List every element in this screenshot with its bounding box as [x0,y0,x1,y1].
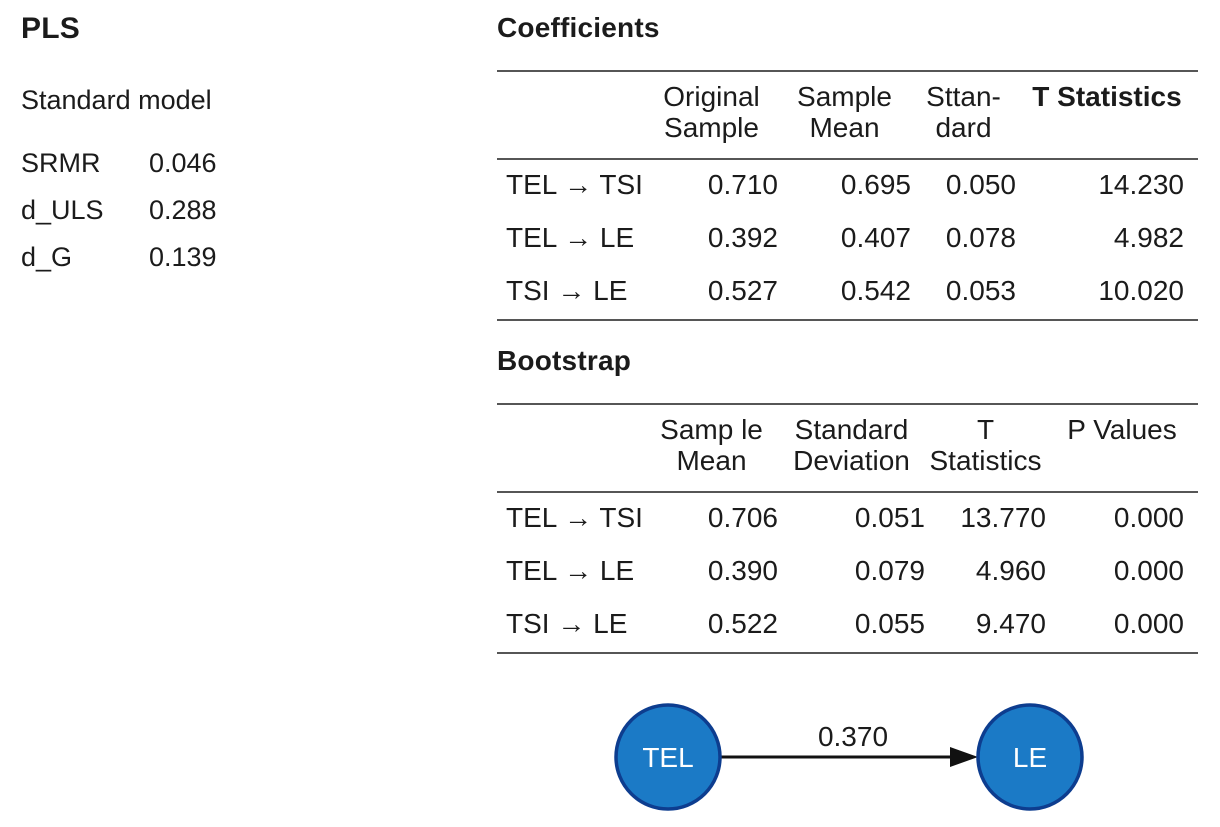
coefficients-row-tel-le: TEL → LE 0.392 0.407 0.078 4.982 [497,213,1198,266]
fit-measure-row-d-g: d_G 0.139 [21,234,451,281]
path-label: TEL → LE [506,222,635,253]
t-statistics-value: 4.982 [1113,222,1184,253]
coefficients-heading: Coefficients [497,12,660,43]
fit-measure-label: SRMR [21,147,101,178]
coefficients-section: Coefficients Original Sample Sample Mean [497,12,1198,321]
t-statistics-value: 10.020 [1098,275,1184,306]
node-le-circle [976,703,1084,811]
fit-measure-row-d-uls: d_ULS 0.288 [21,187,451,234]
standard-deviation-value: 0.079 [854,555,925,586]
t-statistics-value: 4.960 [975,555,1046,586]
p-values-value: 0.000 [1113,502,1184,533]
sample-mean-value: 0.390 [707,555,778,586]
t-statistics-value: 9.470 [975,608,1046,639]
coefficients-header-t-statistics: T Statistics [1032,81,1182,112]
path-label: TEL → TSI [506,169,643,200]
fit-measure-value: 0.139 [149,241,217,272]
standard-model-label: Standard model [21,85,212,115]
bootstrap-section: Bootstrap Samp le Mean Standard Deviatio… [497,345,1198,654]
p-values-value: 0.000 [1113,555,1184,586]
sample-mean-value: 0.407 [840,222,911,253]
bootstrap-header-t-statistics: T Statistics [929,414,1042,476]
standard-value: 0.078 [945,222,1016,253]
panel-title: PLS [21,12,80,45]
coefficients-header-standard: Sttan- dard [926,81,1001,143]
coefficients-row-tsi-le: TSI → LE 0.527 0.542 0.053 10.020 [497,266,1198,320]
standard-deviation-value: 0.051 [854,502,925,533]
bootstrap-header-empty [497,404,645,492]
coefficients-header-empty [497,71,645,159]
fit-measures-list: SRMR 0.046 d_ULS 0.288 d_G 0.139 [21,140,451,281]
path-label: TSI → LE [506,275,628,306]
bootstrap-header-p-values: P Values [1067,414,1177,445]
coefficients-row-tel-tsi: TEL → TSI 0.710 0.695 0.050 14.230 [497,159,1198,213]
node-tel-circle [614,703,722,811]
standard-value: 0.053 [945,275,1016,306]
bootstrap-header-standard-deviation: Standard Deviation [793,414,910,476]
path-label: TSI → LE [506,608,628,639]
standard-value: 0.050 [945,169,1016,200]
path-label: TEL → LE [506,555,635,586]
path-label: TEL → TSI [506,502,643,533]
t-statistics-value: 14.230 [1098,169,1184,200]
arrowhead-icon [950,747,978,767]
bootstrap-heading: Bootstrap [497,345,632,376]
path-diagram: TEL LE 0.370 [580,690,1140,827]
original-sample-value: 0.710 [707,169,778,200]
bootstrap-row-tel-le: TEL → LE 0.390 0.079 4.960 0.000 [497,546,1198,599]
bootstrap-row-tel-tsi: TEL → TSI 0.706 0.051 13.770 0.000 [497,492,1198,546]
fit-measure-value: 0.288 [149,194,217,225]
node-tel-label: TEL [642,742,693,773]
coefficients-header-original-sample: Original Sample [663,81,760,143]
coefficients-header-row: Original Sample Sample Mean Sttan- dard … [497,71,1198,159]
path-diagram-svg: TEL LE 0.370 [614,703,1084,811]
sample-mean-value: 0.695 [840,169,911,200]
p-values-value: 0.000 [1113,608,1184,639]
sample-mean-value: 0.542 [840,275,911,306]
fit-measure-label: d_ULS [21,194,104,225]
fit-measure-value: 0.046 [149,147,217,178]
fit-measure-row-srmr: SRMR 0.046 [21,140,451,187]
sample-mean-value: 0.522 [707,608,778,639]
bootstrap-header-sample-mean: Samp le Mean [660,414,763,476]
original-sample-value: 0.392 [707,222,778,253]
bootstrap-header-row: Samp le Mean Standard Deviation T Statis… [497,404,1198,492]
coefficients-table: Original Sample Sample Mean Sttan- dard … [497,70,1198,321]
edge-weight-label: 0.370 [818,721,888,752]
bootstrap-row-tsi-le: TSI → LE 0.522 0.055 9.470 0.000 [497,599,1198,653]
original-sample-value: 0.527 [707,275,778,306]
model-fit-panel: PLS Standard model SRMR 0.046 d_ULS 0.28… [21,12,451,281]
t-statistics-value: 13.770 [960,502,1046,533]
coefficients-header-sample-mean: Sample Mean [797,81,892,143]
fit-measure-label: d_G [21,241,73,272]
bootstrap-table: Samp le Mean Standard Deviation T Statis… [497,403,1198,654]
sample-mean-value: 0.706 [707,502,778,533]
node-le-label: LE [1013,742,1047,773]
standard-deviation-value: 0.055 [854,608,925,639]
